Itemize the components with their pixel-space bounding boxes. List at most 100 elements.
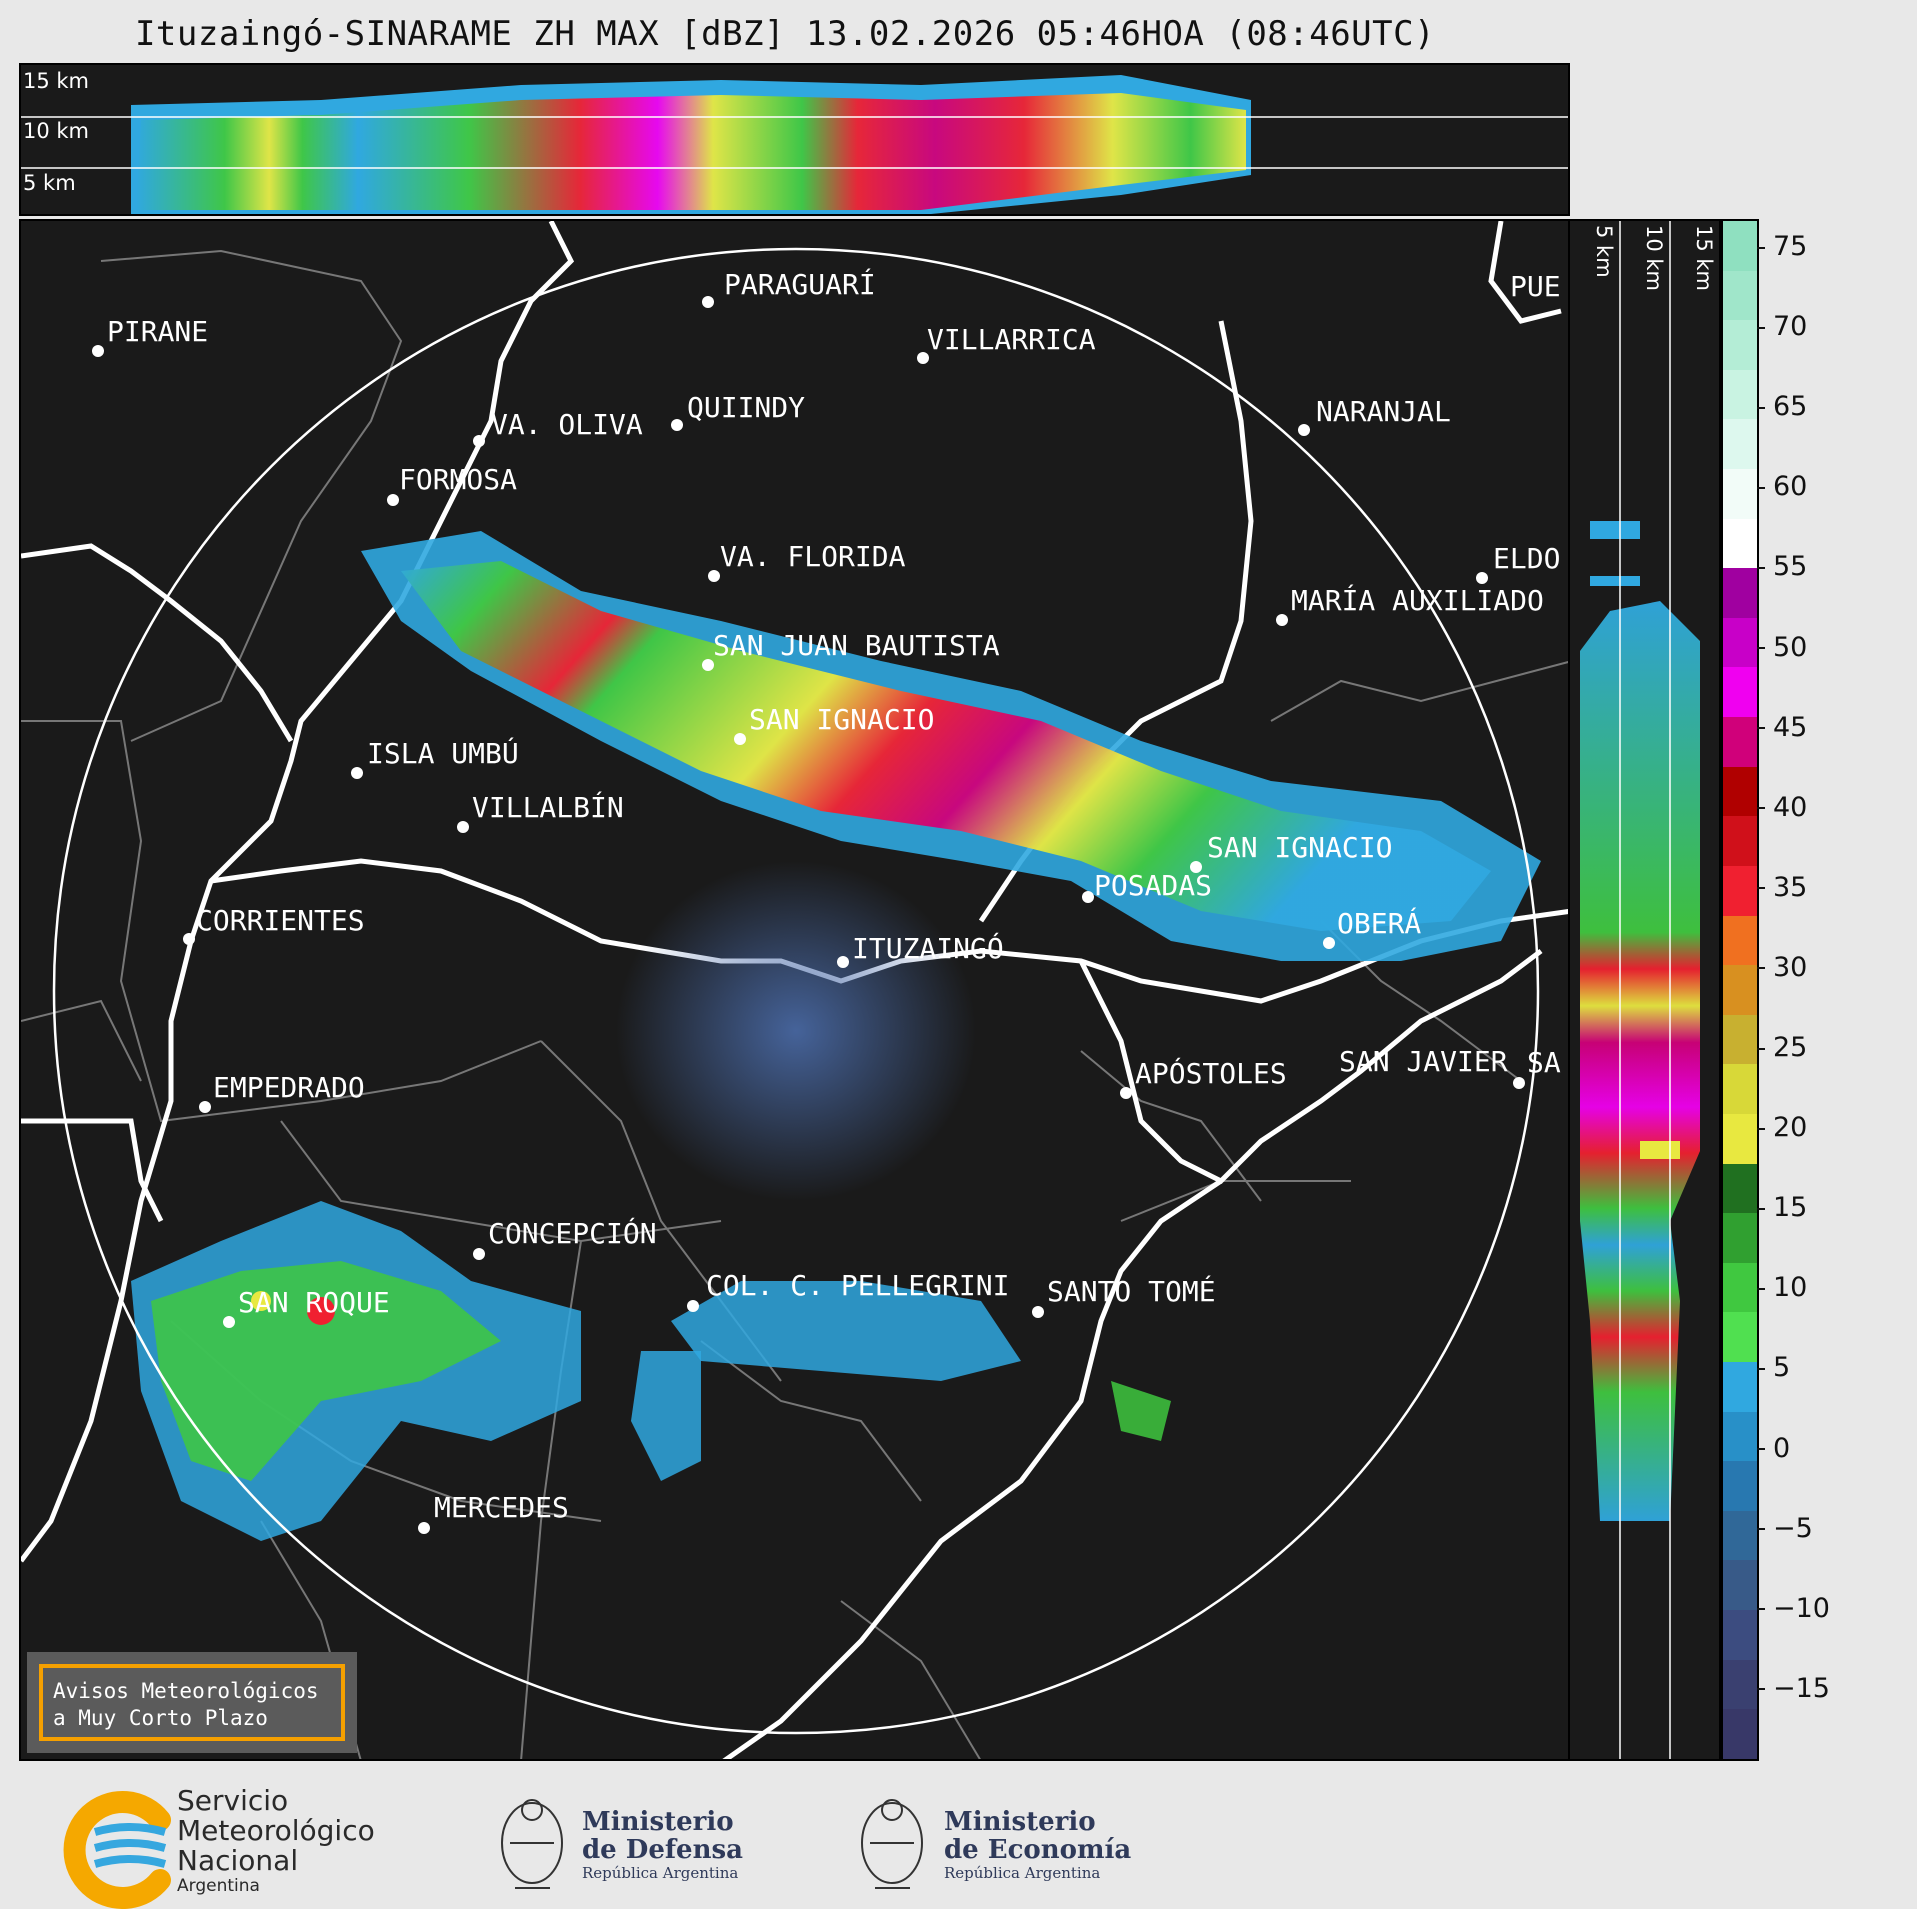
city-label: QUIINDY: [687, 391, 806, 424]
footer: Servicio Meteorológico Nacional Argentin…: [0, 1770, 1917, 1909]
city-marker: [1190, 861, 1202, 873]
colorbar-segment: [1723, 617, 1757, 668]
city-label: PIRANE: [107, 315, 209, 348]
smn-line1: Servicio: [177, 1784, 289, 1817]
smn-logo-icon: [63, 1791, 171, 1909]
colorbar-tick-label: 30: [1756, 954, 1807, 981]
city-label: FORMOSA: [399, 463, 518, 496]
city-label: VILLARRICA: [927, 323, 1096, 356]
economia-line1: Ministerio: [944, 1807, 1096, 1837]
colorbar-segment: [1723, 1659, 1757, 1710]
colorbar-segment: [1723, 518, 1757, 569]
colorbar-tick-label: 40: [1756, 794, 1807, 821]
city-marker: [418, 1522, 430, 1534]
warning-button[interactable]: Avisos Meteorológicos a Muy Corto Plazo: [27, 1652, 357, 1753]
city-label: EMPEDRADO: [213, 1071, 365, 1104]
colorbar-segment: [1723, 419, 1757, 470]
city-marker: [1323, 937, 1335, 949]
colorbar-segment: [1723, 270, 1757, 321]
city-marker: [1276, 614, 1288, 626]
city-label: VA. OLIVA: [491, 408, 643, 441]
city-label: OBERÁ: [1337, 907, 1422, 940]
city-marker: [1120, 1087, 1132, 1099]
colorbar-segment: [1723, 1610, 1757, 1660]
colorbar-tick-label: 50: [1756, 634, 1807, 661]
radar-map: PARAGUARÍ PIRANE VILLARRICA QUIINDY VA. …: [19, 219, 1570, 1761]
colorbar-tick-label: 10: [1756, 1274, 1807, 1301]
city-label: PARAGUARÍ: [724, 268, 876, 301]
colorbar-segment: [1723, 1262, 1757, 1313]
city-marker: [351, 767, 363, 779]
warning-box-border: Avisos Meteorológicos a Muy Corto Plazo: [39, 1664, 345, 1741]
city-marker: [1032, 1306, 1044, 1318]
city-marker: [387, 494, 399, 506]
city-label: ISLA UMBÚ: [367, 737, 519, 770]
colorbar-segment: [1723, 865, 1757, 916]
colorbar-tick-label: 65: [1756, 393, 1807, 420]
smn-line3: Nacional: [177, 1844, 299, 1877]
city-marker: [702, 296, 714, 308]
city-marker: [1513, 1077, 1525, 1089]
city-label: PUE: [1510, 270, 1561, 303]
city-label: SAN ROQUE: [238, 1286, 390, 1319]
radar-site-marker: [837, 956, 849, 968]
city-label: CONCEPCIÓN: [488, 1217, 657, 1250]
colorbar: [1721, 219, 1759, 1761]
colorbar-segment: [1723, 816, 1757, 866]
economia-sub: República Argentina: [944, 1864, 1101, 1882]
colorbar-segment: [1723, 221, 1757, 271]
city-marker: [734, 733, 746, 745]
coat-of-arms-icon: [861, 1799, 923, 1889]
colorbar-segment: [1723, 667, 1757, 718]
side-height-label-10: 10 km: [1642, 225, 1666, 292]
colorbar-tick-label: 0: [1756, 1435, 1790, 1462]
coat-of-arms-icon: [501, 1799, 563, 1889]
colorbar-tick-label: −10: [1757, 1595, 1830, 1622]
colorbar-segment: [1723, 1014, 1757, 1065]
city-label: SANTO TOMÉ: [1047, 1275, 1216, 1308]
city-label: SAN IGNACIO: [749, 703, 935, 736]
colorbar-tick-label: −15: [1757, 1675, 1830, 1702]
colorbar-segment: [1723, 1113, 1757, 1164]
colorbar-segment: [1723, 369, 1757, 420]
side-height-label-15: 15 km: [1692, 225, 1716, 292]
footer-logos: [63, 1791, 923, 1909]
radar-site-label: ITUZAINGÓ: [852, 932, 1004, 965]
top-height-label-10: 10 km: [23, 119, 90, 143]
city-label: SAN IGNACIO: [1207, 831, 1393, 864]
colorbar-segment: [1723, 1163, 1757, 1214]
city-label: MARÍA AUXILIADO: [1291, 584, 1544, 617]
city-marker: [473, 435, 485, 447]
colorbar-segment: [1723, 1461, 1757, 1511]
city-marker: [687, 1300, 699, 1312]
defensa-line1: Ministerio: [582, 1807, 734, 1837]
city-marker: [702, 659, 714, 671]
colorbar-segment: [1723, 1709, 1757, 1759]
colorbar-segment: [1723, 766, 1757, 817]
city-marker: [223, 1316, 235, 1328]
top-cross-section: 15 km 10 km 5 km: [19, 63, 1570, 216]
city-marker: [1082, 891, 1094, 903]
city-label: POSADAS: [1094, 869, 1213, 902]
city-label: APÓSTOLES: [1135, 1057, 1287, 1090]
warning-line1: Avisos Meteorológicos: [53, 1679, 319, 1703]
city-marker: [473, 1248, 485, 1260]
chart-title: Ituzaingó-SINARAME ZH MAX [dBZ] 13.02.20…: [134, 14, 1436, 54]
economia-line2: de Economía: [944, 1835, 1132, 1865]
colorbar-tick-label: 45: [1756, 714, 1807, 741]
colorbar-segment: [1723, 915, 1757, 966]
colorbar-segment: [1723, 1560, 1757, 1611]
city-label: CORRIENTES: [196, 904, 365, 937]
colorbar-tick-label: −5: [1757, 1515, 1813, 1542]
colorbar-tick-label: 35: [1756, 874, 1807, 901]
city-marker: [671, 419, 683, 431]
city-label: VILLALBÍN: [472, 791, 624, 824]
top-height-label-15: 15 km: [23, 69, 90, 93]
defensa-line2: de Defensa: [582, 1835, 743, 1865]
city-marker: [457, 821, 469, 833]
radar-map-layers: [21, 221, 1568, 1759]
side-cross-section: 5 km 10 km 15 km: [1568, 219, 1721, 1761]
city-label: MERCEDES: [434, 1491, 569, 1524]
city-label: SAN JUAN BAUTISTA: [713, 629, 1000, 662]
city-marker: [199, 1101, 211, 1113]
